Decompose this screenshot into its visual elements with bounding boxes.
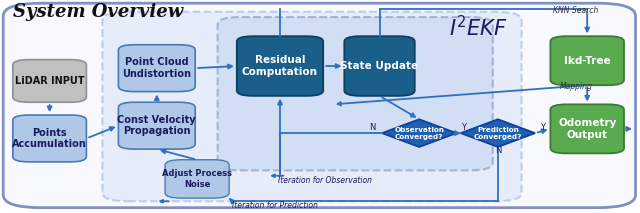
Text: Iteration for Prediction: Iteration for Prediction — [232, 201, 318, 210]
FancyBboxPatch shape — [118, 102, 195, 149]
Text: Y: Y — [461, 123, 467, 132]
Text: Adjust Process
Noise: Adjust Process Noise — [162, 169, 232, 189]
FancyBboxPatch shape — [550, 36, 624, 85]
Text: Point Cloud
Undistortion: Point Cloud Undistortion — [122, 57, 191, 79]
FancyBboxPatch shape — [13, 115, 86, 162]
FancyBboxPatch shape — [344, 36, 415, 96]
Text: N: N — [495, 146, 501, 155]
Text: $I^2EKF$: $I^2EKF$ — [449, 15, 508, 40]
Text: System Overview: System Overview — [13, 3, 183, 21]
FancyBboxPatch shape — [13, 60, 86, 102]
Text: Observation
Converged?: Observation Converged? — [394, 127, 444, 140]
Text: Points
Accumulation: Points Accumulation — [12, 128, 87, 149]
FancyBboxPatch shape — [165, 160, 229, 198]
Polygon shape — [461, 119, 535, 147]
Polygon shape — [382, 119, 456, 147]
Text: Iteration for Observation: Iteration for Observation — [278, 176, 372, 185]
FancyBboxPatch shape — [218, 17, 493, 170]
FancyBboxPatch shape — [237, 36, 323, 96]
FancyBboxPatch shape — [118, 45, 195, 92]
Text: N: N — [369, 123, 376, 132]
Text: Residual
Computation: Residual Computation — [242, 55, 318, 77]
Text: State Update: State Update — [340, 61, 419, 71]
Text: Odometry
Output: Odometry Output — [558, 118, 616, 140]
Text: Y: Y — [540, 123, 545, 132]
FancyBboxPatch shape — [102, 12, 522, 201]
Text: LiDAR INPUT: LiDAR INPUT — [15, 76, 84, 86]
Text: Const Velocity
Propagation: Const Velocity Propagation — [118, 115, 196, 137]
Text: KNN Search: KNN Search — [554, 6, 598, 15]
FancyBboxPatch shape — [550, 104, 624, 153]
Text: Mapping: Mapping — [559, 82, 593, 91]
FancyBboxPatch shape — [3, 3, 636, 208]
Text: Prediction
Converged?: Prediction Converged? — [474, 127, 522, 140]
Text: Ikd-Tree: Ikd-Tree — [564, 56, 611, 66]
